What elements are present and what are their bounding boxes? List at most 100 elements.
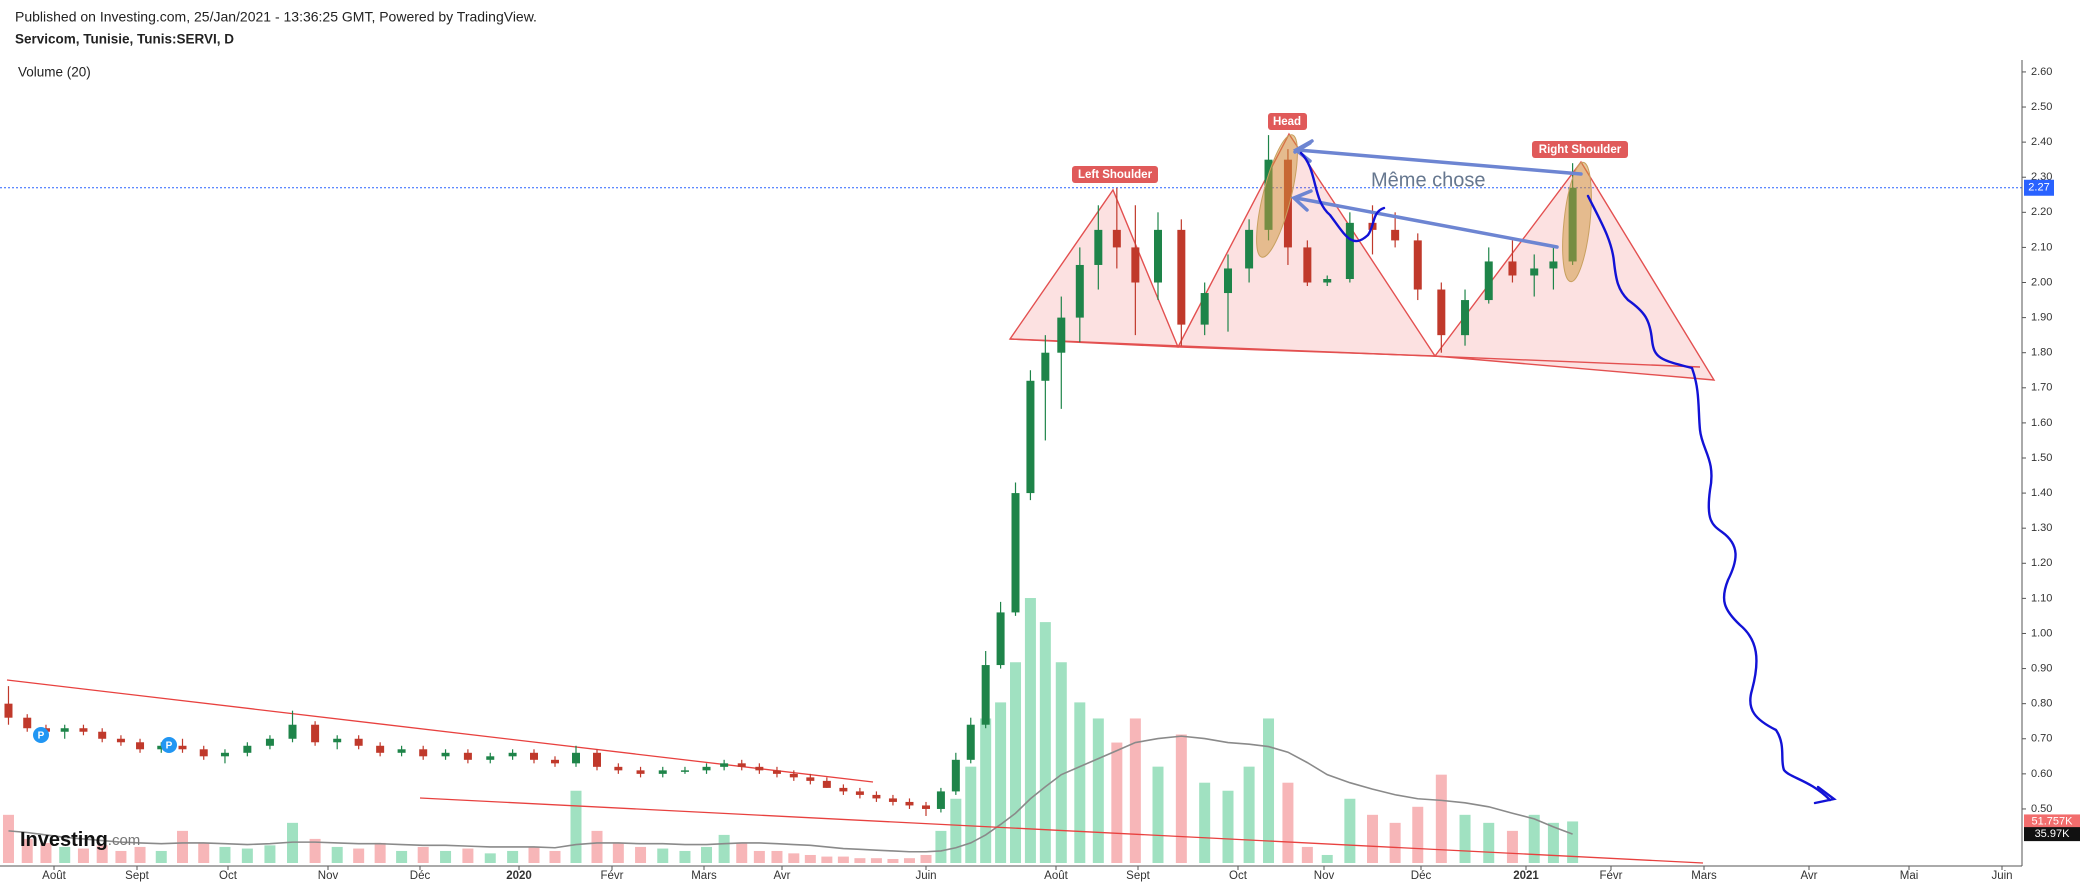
projection-path — [1299, 151, 1386, 243]
candle-body — [905, 801, 914, 806]
volume-ma-line — [8, 735, 1573, 853]
candle-body — [922, 805, 930, 809]
volume-bar — [1506, 830, 1518, 863]
candle-body — [1057, 317, 1066, 353]
y-tick-label: 1.30 — [2031, 522, 2052, 534]
candle-body — [354, 738, 363, 746]
candle-body — [1549, 261, 1558, 269]
candle-body — [789, 773, 798, 778]
projection-path — [1586, 194, 1832, 802]
candle-body — [614, 766, 623, 771]
x-tick-label: Févr — [601, 870, 624, 882]
volume-bar — [679, 850, 691, 863]
plot-front: 0.50 0.60 0.70 0.80 0.90 1.00 1.10 1.20 1.30 1.40… — [42, 66, 2080, 882]
candle-body — [1131, 247, 1140, 283]
candle-body — [311, 724, 320, 743]
volume-bar — [1547, 822, 1559, 863]
volume-bar — [980, 718, 992, 863]
plot-back — [0, 187, 2022, 863]
volume-bar — [1243, 766, 1255, 863]
volume-bar — [21, 838, 33, 863]
volume-bar — [96, 845, 108, 863]
candle-body — [1026, 380, 1035, 494]
candle-body — [936, 791, 945, 809]
x-tick-label: Oct — [219, 870, 238, 882]
volume-bar — [920, 854, 932, 863]
x-tick-label: Déc — [1411, 870, 1432, 882]
volume-bar — [287, 822, 299, 863]
label-box — [1072, 166, 1158, 183]
y-tick-label: 2.00 — [2031, 276, 2052, 288]
y-tick-label: 1.90 — [2031, 312, 2052, 324]
candle-body — [178, 745, 187, 750]
volume-bar — [241, 848, 253, 863]
candle-body — [680, 770, 689, 772]
candle-body — [79, 728, 88, 732]
candle-body — [966, 724, 975, 760]
candle-body — [1484, 261, 1493, 301]
neckline — [1009, 338, 1701, 368]
volume-bar — [264, 845, 276, 863]
plot-mid — [4, 135, 1577, 816]
x-tick-label: Mai — [1900, 870, 1919, 882]
volume-bar — [788, 853, 800, 863]
x-tick-label: 2021 — [1513, 870, 1539, 882]
y-tick-label: 1.80 — [2031, 347, 2052, 359]
candle-body — [1154, 229, 1162, 283]
candle-body — [1413, 240, 1422, 290]
y-tick-label: 0.50 — [2031, 803, 2052, 815]
annotation-note: Même chose — [1371, 169, 1486, 191]
label-box — [1532, 141, 1628, 158]
dividend-marker — [33, 727, 49, 743]
logo-suffix: .com — [108, 832, 141, 849]
highlight-ellipse — [1562, 161, 1592, 283]
volume-bar — [2, 814, 14, 863]
volume-bar — [417, 846, 429, 863]
candle-body — [116, 738, 125, 743]
volume-bar — [1010, 662, 1022, 863]
volume-bar — [309, 838, 321, 863]
volume-bar — [804, 854, 816, 863]
candle-body — [1461, 300, 1470, 336]
volume-bar — [484, 853, 496, 863]
arrow — [1294, 196, 1559, 249]
candle-body — [1345, 222, 1354, 279]
x-tick-label: Sept — [1126, 870, 1150, 882]
volume-bar — [219, 846, 231, 863]
dividend-marker-label: P — [38, 731, 45, 742]
volume-bar — [462, 848, 474, 863]
x-tick-label: Avr — [1800, 870, 1817, 882]
volume-bar — [837, 856, 849, 863]
projection — [1299, 151, 1837, 805]
label-box — [1268, 113, 1307, 130]
y-tick-label: 1.00 — [2031, 627, 2052, 639]
candle-body — [702, 766, 711, 771]
candle-body — [288, 724, 297, 739]
candle-body — [136, 742, 145, 750]
candle-body — [220, 752, 229, 757]
volume-bar — [396, 850, 408, 863]
candle-body — [397, 749, 406, 753]
candle-body — [1303, 247, 1312, 283]
highlight-ellipse — [1256, 134, 1298, 258]
y-tick-label: 1.50 — [2031, 452, 2052, 464]
y-tick-label: 0.60 — [2031, 768, 2052, 780]
candle-body — [951, 759, 960, 792]
pattern-label: Left Shoulder — [1078, 169, 1153, 181]
x-tick-label: Déc — [410, 870, 431, 882]
volume-bar — [1129, 718, 1141, 863]
volume-bar — [887, 858, 899, 863]
candle-body — [1200, 293, 1209, 325]
volume-bar — [77, 848, 89, 863]
candle-body — [1041, 352, 1050, 381]
candle-body — [1508, 261, 1517, 276]
volume-bar — [612, 842, 624, 863]
pattern-label: Head — [1273, 116, 1301, 128]
volume-bar — [59, 846, 71, 863]
volume-bar — [440, 850, 452, 863]
y-tick-label: 2.10 — [2031, 241, 2052, 253]
volume-bar — [1024, 598, 1036, 863]
volume-bar — [1092, 718, 1104, 863]
